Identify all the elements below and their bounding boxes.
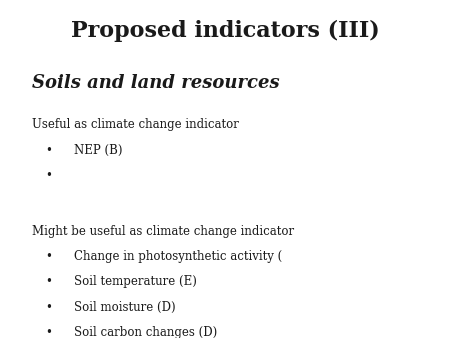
- Text: •: •: [45, 326, 52, 338]
- Text: •: •: [45, 250, 52, 263]
- Text: NEP (B): NEP (B): [74, 144, 123, 156]
- Text: Proposed indicators (III): Proposed indicators (III): [71, 20, 379, 42]
- Text: Soil moisture (D): Soil moisture (D): [74, 301, 176, 314]
- Text: Soil temperature (E): Soil temperature (E): [74, 275, 197, 288]
- Text: •: •: [45, 144, 52, 156]
- Text: Soils and land resources: Soils and land resources: [32, 74, 279, 92]
- Text: Change in photosynthetic activity (: Change in photosynthetic activity (: [74, 250, 283, 263]
- Text: •: •: [45, 301, 52, 314]
- Text: •: •: [45, 275, 52, 288]
- Text: Useful as climate change indicator: Useful as climate change indicator: [32, 118, 238, 131]
- Text: Soil carbon changes (D): Soil carbon changes (D): [74, 326, 217, 338]
- Text: •: •: [45, 169, 52, 182]
- Text: Might be useful as climate change indicator: Might be useful as climate change indica…: [32, 225, 293, 238]
